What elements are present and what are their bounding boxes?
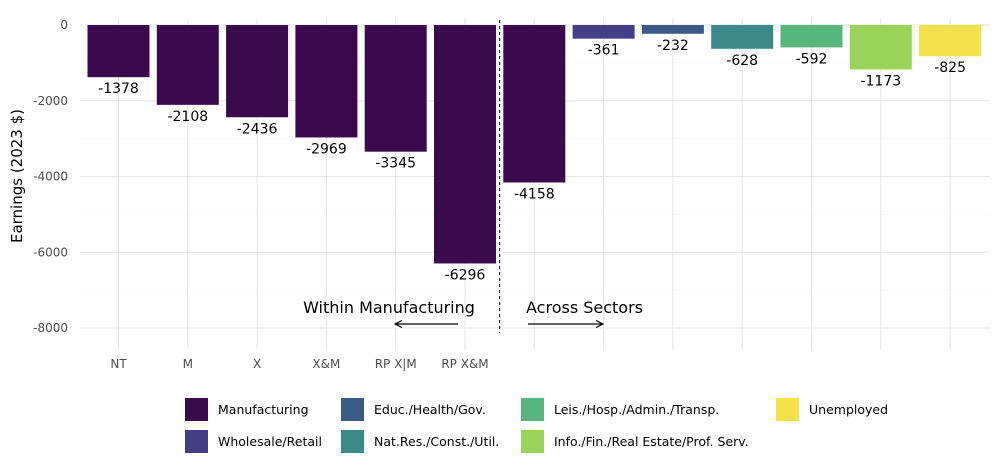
legend-swatch <box>521 430 544 453</box>
x-tick-label: RP X&M <box>441 357 488 371</box>
annotation-across-sectors: Across Sectors <box>526 298 643 317</box>
annotation-within-manufacturing: Within Manufacturing <box>303 298 475 317</box>
legend-label: Manufacturing <box>218 402 309 417</box>
bar-value-label: -2969 <box>306 141 347 157</box>
bar <box>295 25 358 138</box>
annotations: Within Manufacturing Across Sectors <box>303 298 643 324</box>
bar-value-label: -2436 <box>237 121 278 137</box>
bar-value-label: -2108 <box>167 109 208 125</box>
bar <box>919 25 982 57</box>
bar-value-label: -361 <box>588 43 620 59</box>
bar-value-label: -6296 <box>445 267 486 283</box>
legend-label: Leis./Hosp./Admin./Transp. <box>554 402 719 417</box>
legend-swatch <box>341 398 364 421</box>
bar-value-label: -825 <box>934 60 966 76</box>
bar <box>364 25 427 152</box>
y-tick-label: -2000 <box>33 94 68 108</box>
bar <box>434 25 496 264</box>
value-labels: -1378 -2108 -2436 -2969 -3345 -6296 -4158 -361 -… <box>98 38 966 284</box>
x-tick-label: M <box>183 357 193 371</box>
legend-swatch <box>776 398 799 421</box>
legend-swatch <box>185 430 208 453</box>
bar <box>156 25 219 105</box>
bar-value-label: -232 <box>657 38 689 54</box>
bar-value-label: -628 <box>726 53 758 69</box>
legend-swatch <box>185 398 208 421</box>
bar-value-label: -592 <box>796 51 828 67</box>
bar-value-label: -4158 <box>514 186 555 202</box>
x-tick-label: RP X|M <box>375 357 417 371</box>
bars <box>87 25 982 264</box>
bar <box>641 25 704 34</box>
x-tick-label: X <box>253 357 261 371</box>
y-tick-label: 0 <box>60 18 68 32</box>
bar <box>503 25 566 183</box>
legend: Manufacturing Educ./Health/Gov. Leis./Hosp… <box>185 398 888 453</box>
legend-label: Info./Fin./Real Estate/Prof. Serv. <box>554 434 749 449</box>
bar-value-label: -1378 <box>98 81 139 97</box>
y-tick-label: -4000 <box>33 170 68 184</box>
bar <box>87 25 150 78</box>
x-tick-label: NT <box>110 357 127 371</box>
bar <box>849 25 912 70</box>
legend-swatch <box>341 430 364 453</box>
legend-label: Wholesale/Retail <box>218 434 322 449</box>
bar <box>226 25 289 118</box>
bar <box>780 25 843 48</box>
legend-label: Unemployed <box>809 402 888 417</box>
x-axis-ticks: NT M X X&M RP X|M RP X&M <box>110 357 488 371</box>
y-axis-ticks: 0 -2000 -4000 -6000 -8000 <box>33 18 68 335</box>
bar <box>572 25 635 39</box>
y-tick-label: -8000 <box>33 321 68 335</box>
y-axis-title: Earnings (2023 $) <box>8 109 26 243</box>
y-tick-label: -6000 <box>33 245 68 259</box>
legend-label: Educ./Health/Gov. <box>374 402 486 417</box>
legend-label: Nat.Res./Const./Util. <box>374 434 499 449</box>
bar-value-label: -3345 <box>375 156 416 172</box>
x-tick-label: X&M <box>312 357 340 371</box>
bar-value-label: -1173 <box>860 73 901 89</box>
bar <box>711 25 774 49</box>
legend-swatch <box>521 398 544 421</box>
